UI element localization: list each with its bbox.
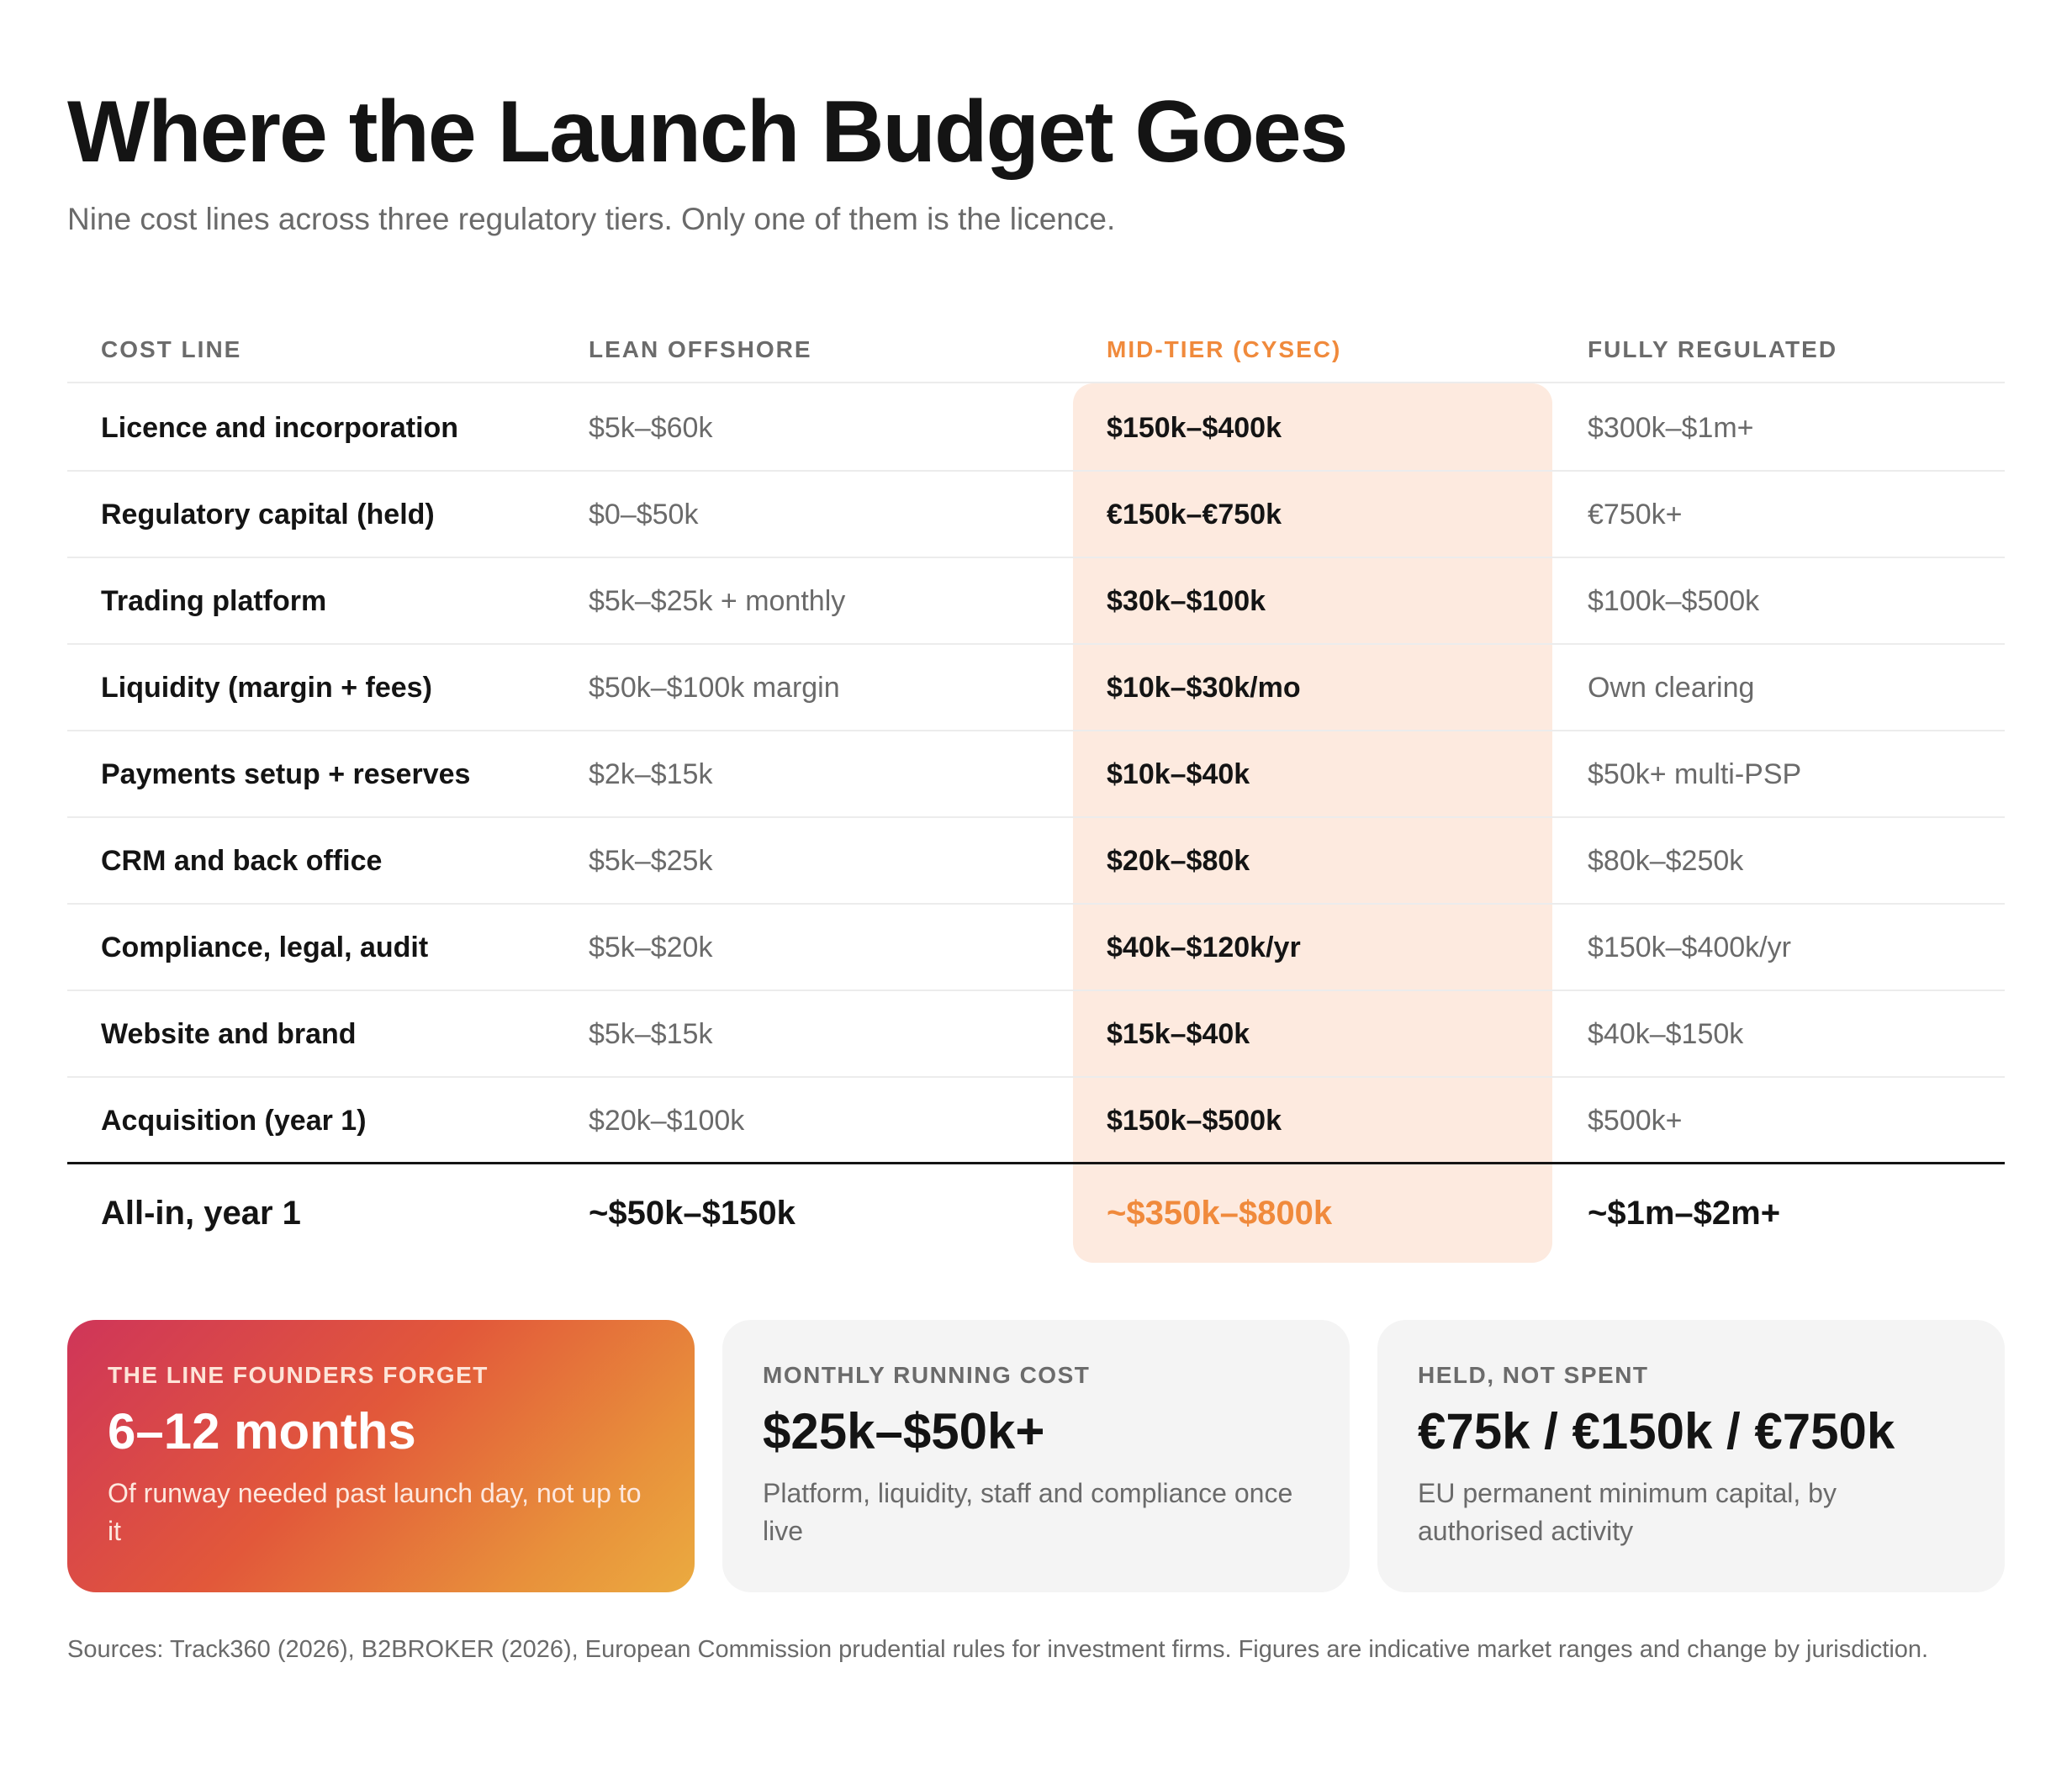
total-regulated: ~$1m–$2m+ — [1588, 1195, 1781, 1232]
header-cost-line: COST LINE — [101, 336, 242, 362]
page-subtitle: Nine cost lines across three regulatory … — [67, 202, 1116, 236]
lean-value: $20k–$100k — [589, 1105, 745, 1137]
mid-tier-value: $150k–$400k — [1107, 412, 1282, 444]
table-row: Acquisition (year 1) $20k–$100k $150k–$5… — [67, 1078, 2005, 1164]
row-label: CRM and back office — [101, 845, 383, 877]
regulated-value: €750k+ — [1588, 499, 1683, 530]
total-row: All-in, year 1 ~$50k–$150k ~$350k–$800k … — [67, 1164, 2005, 1263]
table-row: Regulatory capital (held) $0–$50k €150k–… — [67, 472, 2005, 558]
card-description: Of runway needed past launch day, not up… — [108, 1478, 642, 1546]
regulated-value: $80k–$250k — [1588, 845, 1744, 877]
total-label: All-in, year 1 — [101, 1195, 301, 1232]
card-description: EU permanent minimum capital, by authori… — [1418, 1478, 1837, 1546]
table-row: CRM and back office $5k–$25k $20k–$80k $… — [67, 818, 2005, 905]
table-row: Trading platform $5k–$25k + monthly $30k… — [67, 558, 2005, 645]
regulated-value: $300k–$1m+ — [1588, 412, 1754, 444]
regulated-value: Own clearing — [1588, 672, 1755, 704]
card-kicker: MONTHLY RUNNING COST — [763, 1362, 1091, 1388]
mid-tier-value: $150k–$500k — [1107, 1105, 1282, 1137]
card-kicker: HELD, NOT SPENT — [1418, 1362, 1649, 1388]
lean-value: $5k–$25k — [589, 845, 713, 877]
header-lean-offshore: LEAN OFFSHORE — [589, 336, 812, 362]
mid-tier-value: €150k–€750k — [1107, 499, 1282, 530]
mid-tier-value: $10k–$40k — [1107, 758, 1250, 790]
regulated-value: $50k+ multi-PSP — [1588, 758, 1802, 790]
card-kicker: THE LINE FOUNDERS FORGET — [108, 1362, 489, 1388]
table-row: Payments setup + reserves $2k–$15k $10k–… — [67, 731, 2005, 818]
row-label: Regulatory capital (held) — [101, 499, 435, 530]
sources-note: Sources: Track360 (2026), B2BROKER (2026… — [67, 1636, 1929, 1663]
lean-value: $5k–$20k — [589, 932, 713, 963]
table-row: Liquidity (margin + fees) $50k–$100k mar… — [67, 645, 2005, 731]
lean-value: $5k–$15k — [589, 1018, 713, 1050]
row-label: Compliance, legal, audit — [101, 932, 429, 963]
lean-value: $50k–$100k margin — [589, 672, 840, 704]
lean-value: $2k–$15k — [589, 758, 713, 790]
mid-tier-value: $20k–$80k — [1107, 845, 1250, 877]
mid-tier-highlight-column — [1073, 383, 1552, 1263]
row-label: Liquidity (margin + fees) — [101, 672, 432, 704]
lean-value: $5k–$25k + monthly — [589, 585, 846, 617]
regulated-value: $40k–$150k — [1588, 1018, 1744, 1050]
page-title: Where the Launch Budget Goes — [67, 83, 1348, 181]
table-row: Compliance, legal, audit $5k–$20k $40k–$… — [67, 905, 2005, 991]
table-row: Website and brand $5k–$15k $15k–$40k $40… — [67, 991, 2005, 1078]
total-lean: ~$50k–$150k — [589, 1195, 796, 1232]
total-mid-tier: ~$350k–$800k — [1107, 1195, 1333, 1232]
regulated-value: $150k–$400k/yr — [1588, 932, 1791, 963]
header-fully-regulated: FULLY REGULATED — [1588, 336, 1838, 362]
mid-tier-value: $30k–$100k — [1107, 585, 1266, 617]
mid-tier-value: $15k–$40k — [1107, 1018, 1250, 1050]
row-label: Acquisition (year 1) — [101, 1105, 367, 1137]
mid-tier-value: $10k–$30k/mo — [1107, 672, 1301, 704]
card-value: $25k–$50k+ — [763, 1403, 1045, 1459]
card-value: €75k / €150k / €750k — [1418, 1403, 1895, 1459]
lean-value: $5k–$60k — [589, 412, 713, 444]
header-mid-tier: MID-TIER (CYSEC) — [1107, 336, 1342, 362]
row-label: Payments setup + reserves — [101, 758, 471, 790]
runway-card: THE LINE FOUNDERS FORGET 6–12 months Of … — [67, 1320, 695, 1592]
row-label: Licence and incorporation — [101, 412, 459, 444]
table-row: Licence and incorporation $5k–$60k $150k… — [67, 385, 2005, 472]
mid-tier-value: $40k–$120k/yr — [1107, 932, 1301, 963]
lean-value: $0–$50k — [589, 499, 699, 530]
held-capital-card: HELD, NOT SPENT €75k / €150k / €750k EU … — [1377, 1320, 2005, 1592]
card-description: Platform, liquidity, staff and complianc… — [763, 1478, 1293, 1546]
card-value: 6–12 months — [108, 1403, 416, 1459]
row-label: Website and brand — [101, 1018, 357, 1050]
regulated-value: $100k–$500k — [1588, 585, 1760, 617]
monthly-cost-card: MONTHLY RUNNING COST $25k–$50k+ Platform… — [722, 1320, 1350, 1592]
table-header: COST LINE LEAN OFFSHORE MID-TIER (CYSEC)… — [67, 319, 2005, 383]
regulated-value: $500k+ — [1588, 1105, 1683, 1137]
row-label: Trading platform — [101, 585, 327, 617]
